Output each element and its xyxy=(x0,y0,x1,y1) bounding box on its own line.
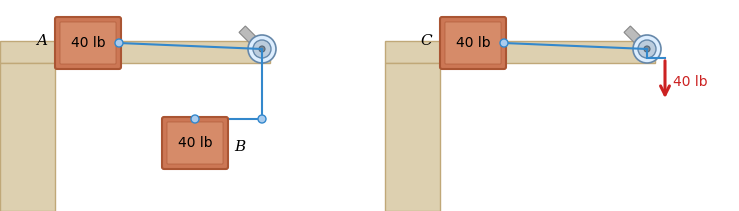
FancyBboxPatch shape xyxy=(55,17,121,69)
FancyBboxPatch shape xyxy=(162,117,228,169)
FancyBboxPatch shape xyxy=(167,122,223,164)
Text: 40 lb: 40 lb xyxy=(177,136,212,150)
Circle shape xyxy=(191,115,199,123)
Circle shape xyxy=(500,39,508,47)
Text: 40 lb: 40 lb xyxy=(673,75,708,89)
Circle shape xyxy=(259,46,265,52)
Text: B: B xyxy=(234,140,245,154)
Polygon shape xyxy=(624,26,650,52)
Text: 40 lb: 40 lb xyxy=(456,36,490,50)
Bar xyxy=(0,63,55,211)
Bar xyxy=(0,41,270,63)
FancyBboxPatch shape xyxy=(440,17,506,69)
FancyBboxPatch shape xyxy=(445,22,501,64)
FancyBboxPatch shape xyxy=(60,22,116,64)
Text: 40 lb: 40 lb xyxy=(71,36,106,50)
Text: A: A xyxy=(36,34,47,48)
Bar xyxy=(385,63,440,211)
Text: C: C xyxy=(420,34,432,48)
Circle shape xyxy=(644,46,650,52)
Circle shape xyxy=(248,35,276,63)
Circle shape xyxy=(633,35,661,63)
Circle shape xyxy=(253,40,271,58)
Circle shape xyxy=(115,39,123,47)
Bar xyxy=(385,41,655,63)
Circle shape xyxy=(258,115,266,123)
Circle shape xyxy=(638,40,656,58)
Polygon shape xyxy=(239,26,265,52)
